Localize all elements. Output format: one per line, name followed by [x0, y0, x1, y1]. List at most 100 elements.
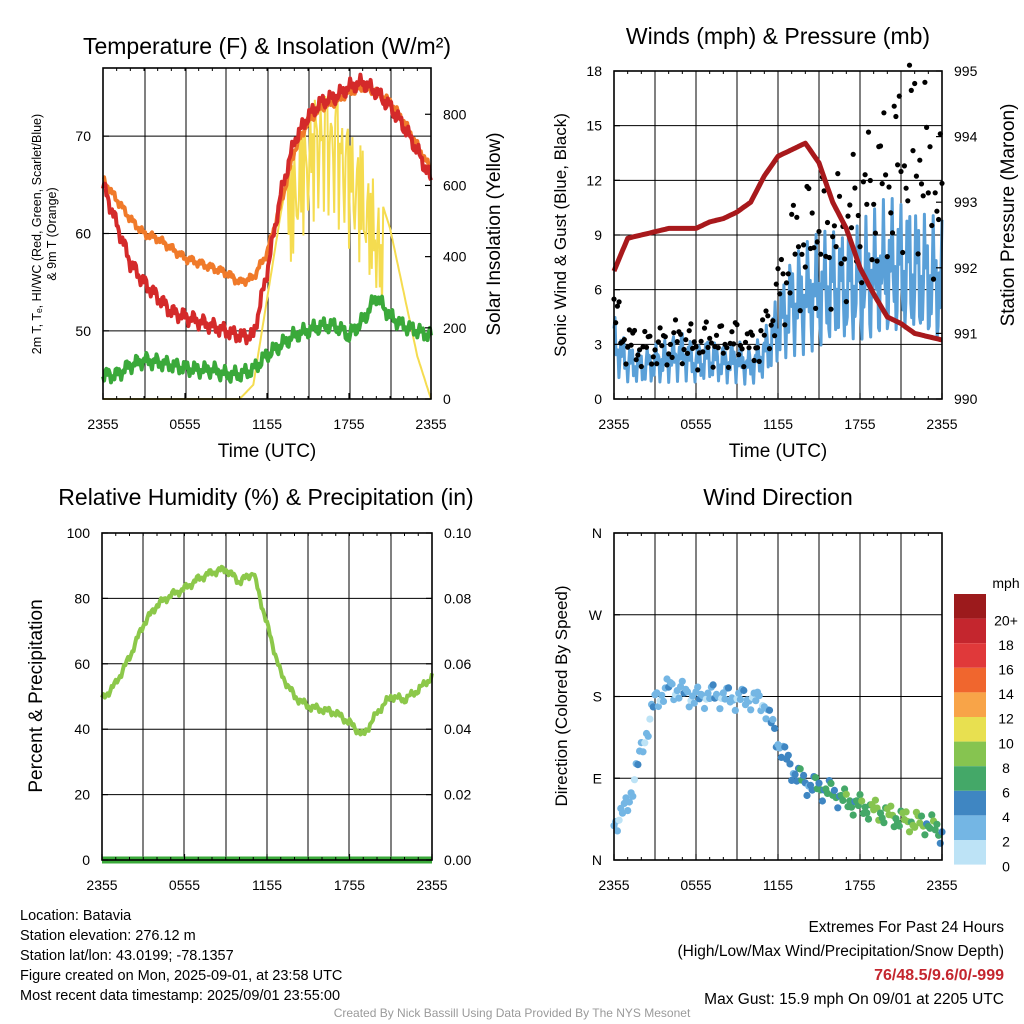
gust-point: [826, 254, 832, 261]
gust-point: [906, 62, 913, 68]
station-latlon: Station lat/lon: 43.0199; -78.1357: [20, 948, 234, 964]
gust-point: [686, 328, 692, 334]
x-tick-label: 1155: [763, 877, 793, 893]
gust-point: [789, 211, 795, 217]
direction-point: [624, 807, 632, 815]
direction-point: [740, 686, 748, 695]
x-tick-label: 2355: [926, 877, 957, 893]
gust-point: [831, 223, 838, 229]
temperature-ticks: 2355 0555 1155 1755 2355 50 60 70 0 200 400 600 800: [75, 68, 467, 432]
gust-point: [879, 181, 885, 187]
x-tick-label: 0555: [680, 416, 711, 432]
winds-ticks: 2355 0555 1155 1755 2355 0 3 6 9 12 15 18 990 991 992 9…: [586, 63, 977, 432]
direction-point: [815, 779, 823, 787]
colorbar-swatch: [954, 594, 986, 619]
direction-point: [639, 748, 647, 756]
y2-tick-label: 800: [443, 106, 467, 122]
pressure-y-axis-label: Station Pressure (Maroon): [998, 104, 1019, 327]
y-tick-label: 60: [75, 226, 91, 242]
station-location: Location: Batavia: [20, 908, 132, 924]
gust-point: [792, 251, 798, 257]
gust-point: [761, 332, 767, 338]
gust-point: [860, 179, 867, 185]
gust-point: [787, 290, 793, 296]
x-tick-label: 1755: [334, 877, 365, 893]
direction-point: [839, 796, 847, 805]
y-tick-label: 50: [75, 323, 91, 339]
gust-point: [756, 358, 762, 364]
direction-point: [931, 826, 939, 834]
gust-point: [724, 345, 730, 351]
direction-series: [610, 675, 946, 847]
direction-point: [706, 694, 714, 703]
gust-point: [631, 327, 638, 334]
gust-point: [703, 319, 709, 325]
direction-point: [641, 739, 649, 747]
gust-point: [852, 185, 858, 191]
gust-point: [929, 222, 935, 229]
gust-point: [848, 225, 855, 231]
gust-point: [901, 163, 908, 169]
gust-point: [715, 345, 721, 351]
winds-pressure-panel: Winds (mph) & Pressure (mb) 2355 0555 1155…: [551, 23, 1019, 462]
humidity-ticks: 2355 0555 1155 1755 2355 0 20 40 60 80 100 0.00 0.02…: [67, 525, 472, 893]
gust-point: [772, 333, 778, 339]
gust-point: [847, 202, 853, 208]
direction-point: [933, 820, 941, 828]
y2-tick-label: 991: [954, 325, 978, 341]
gust-point: [662, 334, 668, 340]
gust-point: [889, 230, 896, 236]
colorbar-tick-label: 6: [1002, 785, 1010, 801]
y-tick-label: 9: [594, 227, 602, 243]
gust-point: [913, 173, 920, 179]
y2-tick-label: 0.10: [444, 525, 471, 541]
gust-point: [736, 352, 742, 358]
gust-point: [691, 339, 697, 345]
max-gust: Max Gust: 15.9 mph On 09/01 at 2205 UTC: [704, 991, 1004, 1008]
gust-point: [667, 341, 674, 347]
gust-point: [824, 219, 831, 226]
gust-point: [678, 331, 684, 337]
colorbar-swatch: [954, 692, 986, 717]
direction-point: [716, 705, 724, 713]
gust-point: [766, 346, 773, 352]
x-tick-label: 1755: [844, 877, 875, 893]
gust-point: [616, 299, 622, 305]
winds-y-axis-label: Sonic Wind & Gust (Blue, Black): [551, 113, 570, 357]
gust-point: [886, 184, 892, 190]
colorbar-label: mph: [992, 575, 1019, 591]
direction-point: [668, 680, 676, 688]
gust-point: [655, 339, 662, 345]
gust-point: [877, 143, 884, 149]
y-tick-label: 3: [594, 336, 602, 352]
colorbar-tick-label: 16: [998, 662, 1014, 678]
y-tick-label: 80: [74, 590, 90, 606]
x-tick-label: 0555: [169, 877, 200, 893]
humidity-y-axis-label: Percent & Precipitation: [26, 599, 47, 792]
gust-point: [647, 333, 653, 339]
gust-point: [845, 213, 851, 219]
gust-point: [666, 351, 672, 357]
colorbar-tick-label: 20+: [994, 612, 1018, 628]
direction-ticks: 2355 0555 1155 1755 2355 N E S W N: [589, 525, 958, 893]
y-tick-label: 20: [74, 787, 90, 803]
direction-point: [786, 760, 794, 768]
speed-colorbar: 20+ 18 16 14 12 10 8 6 4 2 0: [954, 594, 1018, 874]
direction-point: [856, 791, 864, 799]
direction-point: [685, 703, 693, 711]
series-sonic-wind: [612, 197, 944, 386]
gust-point: [633, 357, 639, 363]
gust-point: [838, 261, 844, 267]
y2-tick-label: 0.08: [444, 590, 471, 606]
direction-point: [827, 779, 835, 788]
gust-point: [782, 322, 788, 328]
gust-point: [760, 317, 766, 323]
gust-point: [821, 188, 827, 194]
colorbar-tick-label: 4: [1002, 809, 1010, 825]
gust-point: [749, 332, 756, 338]
y2-tick-label: 990: [954, 391, 978, 407]
extremes-values: 76/48.5/9.6/0/-999: [874, 967, 1004, 984]
gust-point: [874, 258, 880, 264]
colorbar-tick-label: 2: [1002, 834, 1010, 850]
direction-point: [659, 697, 668, 706]
